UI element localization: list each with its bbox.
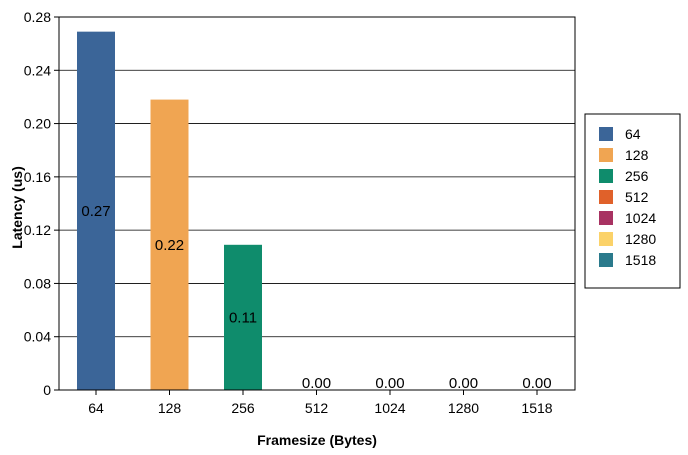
legend-label: 1280	[625, 231, 656, 247]
legend-swatch	[599, 127, 613, 141]
y-tick-label: 0.12	[24, 222, 51, 238]
data-label: 0.27	[81, 203, 110, 220]
y-tick-label: 0.24	[24, 62, 51, 78]
x-tick-label: 1280	[448, 400, 479, 416]
legend-swatch	[599, 190, 613, 204]
grid-lines	[59, 16, 575, 391]
legend-swatch	[599, 211, 613, 225]
data-label: 0.22	[155, 237, 184, 254]
x-tick-label: 512	[305, 400, 329, 416]
bar-256	[224, 244, 262, 390]
y-axis-title: Latency (us)	[9, 166, 25, 248]
x-tick-label: 1518	[521, 400, 552, 416]
y-tick-label: 0	[43, 382, 51, 398]
legend-swatch	[599, 253, 613, 267]
legend-label: 128	[625, 147, 649, 163]
data-label: 0.00	[522, 375, 551, 392]
x-tick-label: 64	[88, 400, 104, 416]
legend-label: 512	[625, 189, 649, 205]
legend-swatch	[599, 232, 613, 246]
data-label: 0.11	[229, 309, 257, 326]
data-label: 0.00	[302, 375, 331, 392]
x-tick-label: 256	[231, 400, 255, 416]
x-axis-title: Framesize (Bytes)	[257, 432, 377, 448]
data-label: 0.00	[375, 375, 404, 392]
data-label: 0.00	[449, 375, 478, 392]
legend: 64 128 256 512 1024 1280 1518	[584, 113, 681, 289]
x-axis-ticks: 64 128 256 512 1024 1280 1518	[88, 390, 553, 416]
bars	[77, 31, 262, 391]
y-tick-label: 0.20	[24, 116, 51, 132]
legend-label: 1024	[625, 210, 656, 226]
data-labels: 0.27 0.22 0.11 0.00 0.00 0.00 0.00	[81, 203, 551, 392]
y-tick-label: 0.16	[24, 169, 51, 185]
bar-64	[77, 31, 115, 391]
legend-label: 1518	[625, 252, 656, 268]
bar-128	[150, 99, 189, 390]
legend-label: 64	[625, 126, 641, 142]
legend-swatch	[599, 169, 613, 183]
y-tick-label: 0.28	[24, 9, 51, 25]
legend-swatch	[599, 148, 613, 162]
x-tick-label: 1024	[374, 400, 405, 416]
plot-area-frame	[58, 16, 576, 391]
y-axis-ticks: 0 0.04 0.08 0.12 0.16 0.20 0.24 0.28	[24, 9, 59, 398]
y-tick-label: 0.08	[24, 275, 51, 291]
x-tick-label: 128	[158, 400, 182, 416]
legend-label: 256	[625, 168, 649, 184]
y-tick-label: 0.04	[24, 329, 51, 345]
